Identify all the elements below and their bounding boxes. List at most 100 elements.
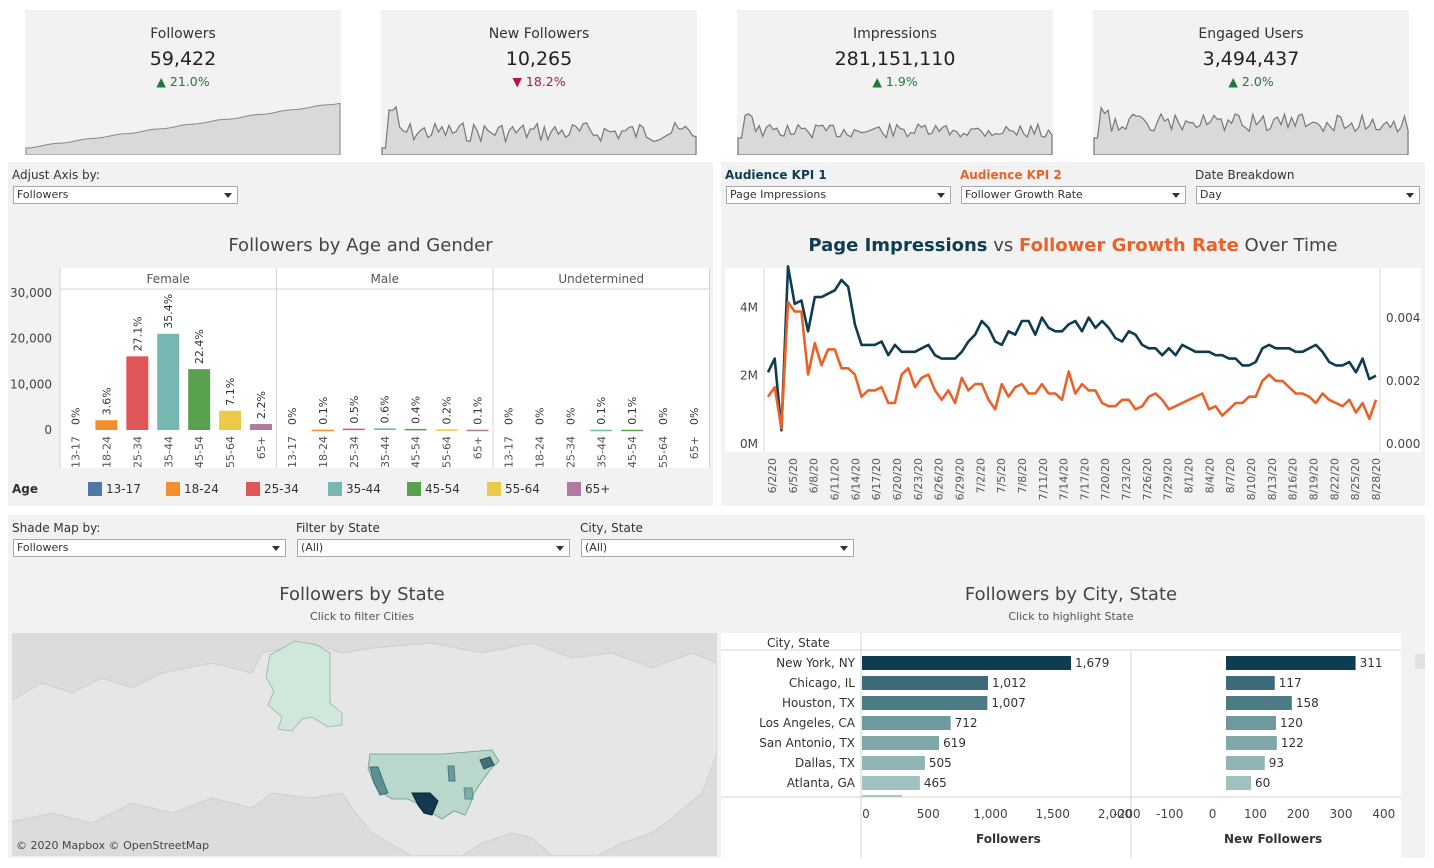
y-left-tick: 4M (740, 300, 758, 314)
new-followers-axis-title: New Followers (1224, 832, 1322, 846)
followers-axis-tick: 500 (917, 807, 940, 821)
x-date-tick: 8/19/20 (1308, 458, 1321, 500)
followers-axis-tick: 1,000 (973, 807, 1007, 821)
x-date-tick: 7/5/20 (995, 458, 1008, 493)
kpi-card-new-followers[interactable]: New Followers 10,265 ▼ 18.2% (381, 10, 697, 155)
shade-map-dropdown[interactable]: Followers (13, 539, 286, 557)
bar-value-label: 0.1% (317, 397, 330, 425)
followers-map[interactable]: © 2020 Mapbox © OpenStreetMap (12, 633, 717, 856)
date-breakdown-value: Day (1200, 188, 1222, 201)
x-date-tick: 7/8/20 (1016, 458, 1029, 493)
followers-value: 1,007 (991, 696, 1025, 710)
bar-value-label: 0.1% (626, 397, 639, 425)
kpi-delta: ▲ 2.0% (1228, 74, 1274, 89)
x-tick-label: 35-44 (162, 436, 175, 468)
city-chart-title: Followers by City, State (964, 584, 1178, 605)
x-tick-label: 65+ (472, 436, 485, 459)
x-tick-label: 45-54 (410, 436, 423, 468)
kpi-card-followers[interactable]: Followers 59,422 ▲ 21.0% (25, 10, 341, 155)
x-date-tick: 6/8/20 (808, 458, 821, 493)
filter-state-dropdown[interactable]: (All) (297, 539, 570, 557)
kpi-card-engaged-users[interactable]: Engaged Users 3,494,437 ▲ 2.0% (1093, 10, 1409, 155)
bar-value-label: 0% (286, 408, 299, 425)
new-followers-axis-tick: 0 (1209, 807, 1217, 821)
new-followers-axis-tick: 200 (1287, 807, 1310, 821)
chevron-down-icon (556, 546, 564, 551)
x-tick-label: 25-34 (564, 436, 577, 468)
city-label: New York, NY (776, 656, 856, 670)
trend-chart[interactable]: 4M 2M 0M 0.004 0.002 0.000 6/2/20 6/5/20 6/8/20 6… (721, 262, 1425, 506)
legend-label: 45-54 (425, 482, 460, 496)
legend-label: 55-64 (505, 482, 540, 496)
city-plot-bg (721, 633, 1401, 858)
age-bar (342, 428, 365, 431)
followers-bar (862, 716, 951, 730)
x-tick-label: 18-24 (533, 436, 546, 468)
legend-swatch (328, 482, 342, 496)
kpi1-dropdown[interactable]: Page Impressions (726, 186, 951, 204)
y-tick-label: 30,000 (10, 286, 52, 300)
city-label: San Antonio, TX (759, 736, 855, 750)
new-followers-bar (1226, 736, 1277, 750)
x-date-tick: 7/2/20 (974, 458, 987, 493)
chevron-down-icon (1172, 193, 1180, 198)
followers-value: 1,679 (1075, 656, 1109, 670)
map-subtitle: Click to filter Cities (310, 610, 414, 623)
new-followers-bar (1226, 776, 1251, 790)
new-followers-value: 122 (1281, 736, 1304, 750)
age-bar (435, 429, 458, 431)
california-state (369, 766, 389, 796)
bar-value-label: 0% (69, 408, 82, 425)
legend-swatch (246, 482, 260, 496)
bar-value-label: 0.1% (595, 397, 608, 425)
legend-label: 13-17 (106, 482, 141, 496)
scrollbar-thumb (1415, 654, 1425, 669)
city-state-dropdown[interactable]: (All) (581, 539, 854, 557)
bar-value-label: 0% (564, 408, 577, 425)
x-tick-label: 55-64 (224, 436, 237, 468)
x-date-tick: 7/29/20 (1162, 458, 1175, 500)
followers-bar (862, 736, 940, 750)
kpi-title: New Followers (488, 26, 590, 42)
kpi2-dropdown[interactable]: Follower Growth Rate (961, 186, 1186, 204)
trend-line-page-impressions (766, 265, 1377, 432)
y-right-tick: 0.004 (1386, 311, 1420, 325)
y-tick-label: 0 (44, 423, 52, 437)
kpi-sparkline (737, 113, 1053, 155)
x-date-tick: 6/26/20 (933, 458, 946, 500)
city-chart[interactable]: City, State New York, NY 1,679 311 Chicago, … (721, 633, 1425, 858)
age-bar (188, 369, 211, 430)
trend-title-vs: vs (987, 235, 1020, 256)
y-right-tick: 0.000 (1386, 437, 1420, 451)
new-followers-value: 158 (1296, 696, 1319, 710)
date-breakdown-dropdown[interactable]: Day (1196, 186, 1420, 204)
bar-value-label: 0% (688, 408, 701, 425)
legend-swatch (567, 482, 581, 496)
kpi-title: Impressions (853, 26, 937, 42)
followers-value: 619 (943, 736, 966, 750)
x-tick-label: 25-34 (131, 436, 144, 468)
y-left-tick: 0M (740, 437, 758, 451)
age-gender-chart[interactable]: 30,000 20,000 10,000 0 Female 0% 13-17 3.6% 18-2… (8, 262, 713, 506)
age-bar (126, 356, 149, 430)
bar-value-label: 0.4% (410, 396, 423, 424)
followers-bar (862, 676, 988, 690)
followers-bar (862, 756, 925, 770)
age-bar (95, 420, 118, 430)
age-bar (466, 429, 489, 432)
new-followers-value: 60 (1255, 776, 1270, 790)
kpi-card-impressions[interactable]: Impressions 281,151,110 ▲ 1.9% (737, 10, 1053, 155)
city-chart-subtitle: Click to highlight State (1008, 610, 1134, 623)
adjust-axis-label: Adjust Axis by: (12, 168, 100, 182)
city-label: Los Angeles, CA (759, 716, 856, 730)
bar-value-label: 0% (533, 408, 546, 425)
bar-value-label: 0.1% (472, 397, 485, 425)
adjust-axis-dropdown[interactable]: Followers (13, 186, 238, 204)
x-date-tick: 8/4/20 (1203, 458, 1216, 493)
kpi-value: 10,265 (505, 48, 573, 70)
x-tick-label: 55-64 (657, 436, 670, 468)
adjust-axis-value: Followers (17, 188, 69, 201)
followers-bar (862, 696, 988, 710)
kpi-title: Engaged Users (1198, 26, 1304, 42)
new-followers-value: 120 (1280, 716, 1303, 730)
